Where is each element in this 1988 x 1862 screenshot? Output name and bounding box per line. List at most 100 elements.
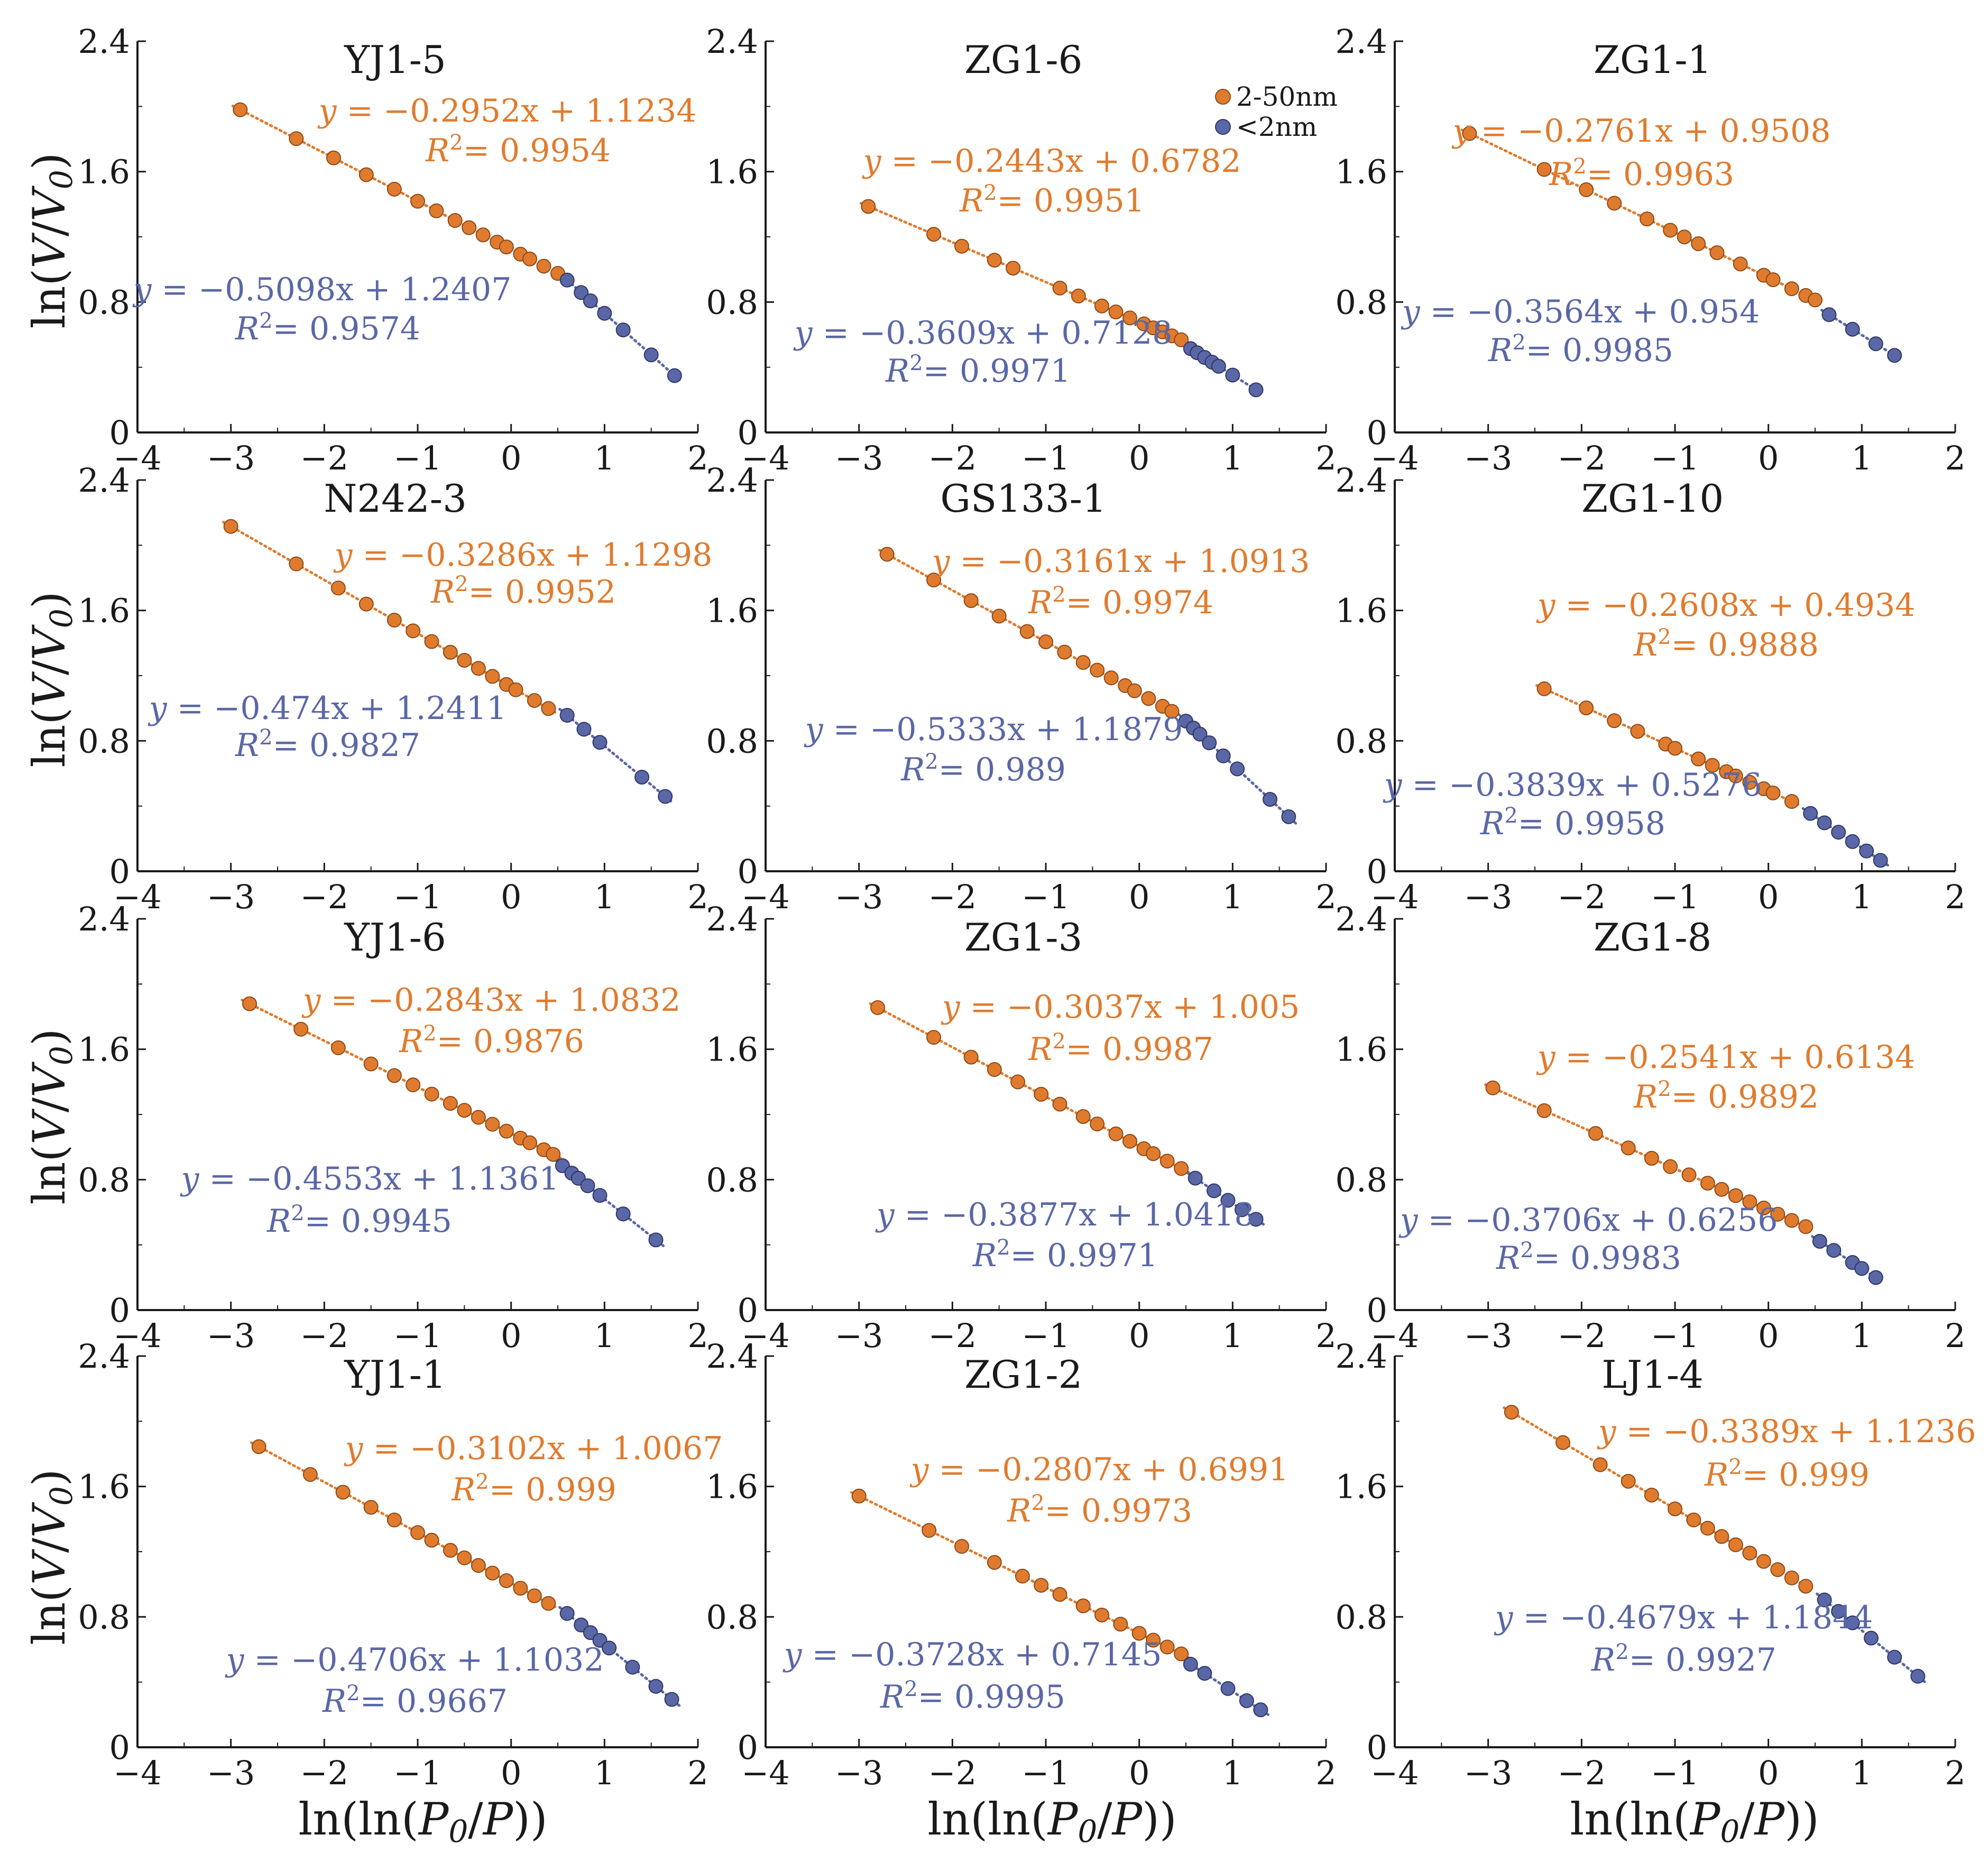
y-tick-label: 1.6 [78, 153, 130, 191]
y-tick-label: 0.8 [1335, 283, 1387, 321]
x-tick-label: 0 [501, 878, 521, 916]
meso-point [1108, 305, 1124, 320]
x-tick-label: −2 [1558, 878, 1606, 916]
x-tick-label: −2 [1558, 1316, 1606, 1355]
meso-point [326, 150, 341, 165]
meso-point [1536, 1103, 1552, 1118]
meso-point [1127, 683, 1142, 698]
meso-point [406, 1077, 421, 1092]
meso-point [424, 634, 439, 649]
meso-r-squared: R2= 0.9973 [1007, 1491, 1192, 1529]
x-tick-label: 0 [1129, 1754, 1149, 1792]
y-tick-label: 2.4 [1335, 461, 1387, 500]
micro-point [1220, 1193, 1236, 1208]
y-tick-label: 0 [1367, 1728, 1387, 1767]
meso-point [963, 1049, 979, 1065]
meso-point [1556, 1435, 1570, 1450]
micro-r-squared: R2= 0.9927 [1591, 1640, 1777, 1679]
y-tick-label: 1.6 [1335, 592, 1387, 630]
x-tick-label: −4 [741, 439, 789, 477]
micro-r-squared: R2= 0.9971 [972, 1236, 1158, 1274]
meso-equation: y = −0.2541x + 0.6134 [1536, 1039, 1916, 1076]
y-tick-label: 1.6 [1335, 1468, 1387, 1506]
micro-point [648, 1679, 664, 1694]
micro-point [1817, 815, 1832, 831]
y-tick-label: 0.8 [1335, 722, 1387, 760]
meso-r-squared: R2= 0.9963 [1549, 154, 1734, 193]
micro-point [559, 272, 575, 288]
micro-point [1253, 1702, 1268, 1718]
x-tick-label: 2 [1945, 439, 1965, 477]
x-tick-label: −3 [835, 878, 883, 916]
meso-point [1174, 1646, 1189, 1662]
x-tick-label: 2 [687, 1754, 708, 1792]
meso-point [289, 556, 304, 571]
micro-point [1230, 761, 1245, 777]
meso-point [926, 1030, 941, 1045]
micro-fit-line [1801, 807, 1890, 867]
micro-point [580, 1178, 595, 1193]
micro-point [1216, 748, 1231, 763]
y-tick-label: 2.4 [78, 900, 130, 938]
meso-point [541, 701, 556, 716]
y-tick-label: 0 [109, 1728, 130, 1767]
meso-point [1090, 1116, 1105, 1131]
meso-equation: y = −0.2807x + 0.6991 [909, 1451, 1289, 1488]
x-tick-label: −1 [1651, 1754, 1699, 1792]
meso-point [358, 167, 374, 182]
meso-equation: y = −0.3161x + 1.0913 [931, 543, 1310, 580]
meso-point [987, 1555, 1002, 1570]
meso-point [330, 1040, 346, 1055]
legend-micro-label: <2nm [1236, 112, 1317, 142]
micro-point [667, 368, 682, 383]
meso-point [1131, 1626, 1147, 1641]
x-tick-label: 1 [594, 1316, 615, 1355]
legend-meso-label: 2-50nm [1236, 81, 1338, 112]
meso-point [242, 996, 257, 1011]
x-tick-label: −3 [207, 1754, 255, 1792]
micro-point [643, 347, 659, 363]
y-tick-label: 2.4 [1335, 1337, 1387, 1376]
meso-point [1640, 211, 1654, 227]
meso-point [358, 596, 374, 612]
meso-point [1094, 298, 1109, 314]
meso-point [1728, 1188, 1743, 1203]
y-tick-label: 0 [1367, 1291, 1387, 1330]
x-tick-label: −2 [1558, 439, 1606, 477]
meso-point [499, 1123, 514, 1139]
micro-point [1263, 791, 1277, 807]
meso-point [1034, 1578, 1049, 1593]
meso-point [1765, 272, 1781, 288]
micro-point [1248, 382, 1264, 398]
meso-point [1621, 1473, 1636, 1489]
micro-point [1192, 726, 1208, 742]
x-tick-label: 0 [1758, 1754, 1779, 1792]
micro-point [1887, 348, 1902, 363]
micro-point [1235, 1202, 1249, 1218]
meso-point [991, 609, 1007, 624]
x-tick-label: 0 [1758, 1316, 1779, 1355]
x-tick-label: −2 [928, 878, 977, 916]
micro-equation: y = −0.3728x + 0.7145 [783, 1636, 1162, 1673]
meso-point [1709, 245, 1725, 261]
meso-point [1015, 1569, 1030, 1584]
micro-point [1207, 1183, 1221, 1199]
meso-point [954, 1539, 969, 1554]
meso-point [1644, 1487, 1659, 1502]
meso-point [1756, 1554, 1771, 1569]
meso-point [302, 1467, 318, 1482]
meso-point [954, 238, 969, 254]
meso-point [485, 669, 500, 684]
meso-equation: y = −0.3037x + 1.005 [941, 989, 1300, 1026]
micro-fit-line [558, 707, 674, 804]
meso-point [536, 259, 551, 274]
y-axis-label-row-4: ln(V/V0) [23, 1469, 79, 1645]
micro-equation: y = −0.3564x + 0.954 [1401, 293, 1760, 330]
meso-point [1765, 785, 1781, 800]
y-tick-label: 1.6 [706, 1468, 758, 1506]
meso-point [1057, 644, 1072, 660]
meso-point [386, 612, 402, 628]
y-tick-label: 0.8 [78, 283, 130, 321]
x-tick-label: −4 [1370, 439, 1419, 477]
